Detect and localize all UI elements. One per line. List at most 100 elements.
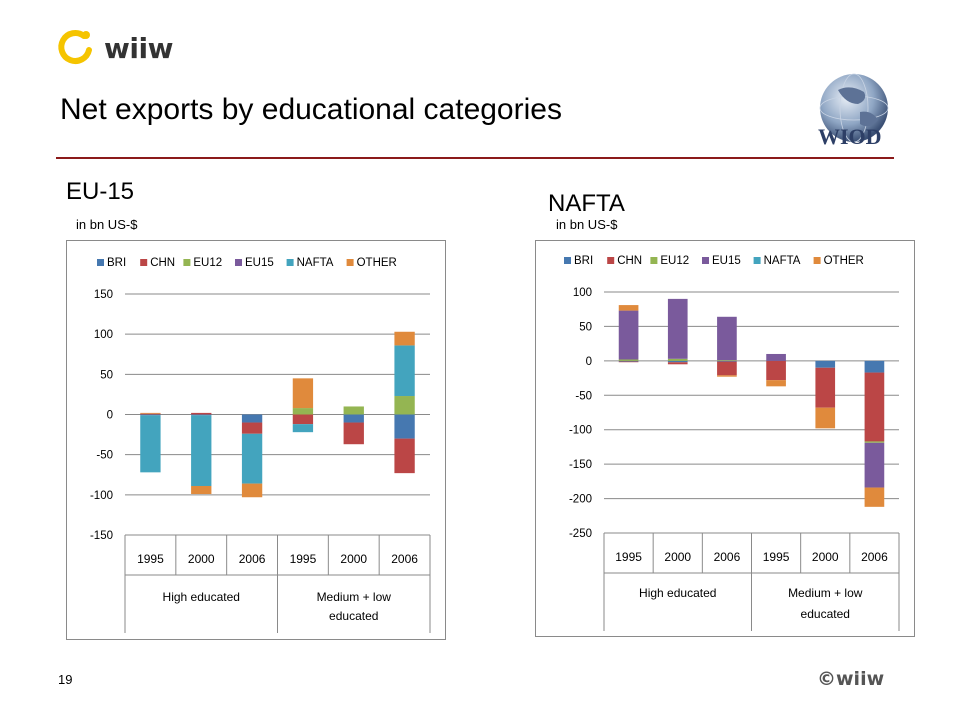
bar-chn [667, 362, 688, 365]
bar-other [717, 375, 737, 377]
legend-label: OTHER [357, 257, 397, 269]
x-tick-label: 2000 [340, 552, 367, 566]
wiod-logo-text: WIOD [818, 124, 882, 149]
bar-bri [241, 414, 263, 423]
group-label: High educated [163, 590, 240, 604]
y-tick-label: 100 [573, 287, 592, 299]
legend-label: BRI [574, 255, 593, 267]
unit-label-eu15: in bn US-$ [76, 217, 138, 232]
unit-label-nafta: in bn US-$ [556, 217, 618, 232]
legend-label: CHN [617, 255, 642, 267]
bar-other [864, 487, 885, 507]
x-tick-label: 1995 [290, 552, 317, 566]
group-label-line2: educated [801, 607, 850, 621]
y-tick-label: -250 [569, 528, 592, 540]
group-label: Medium + low [788, 586, 863, 600]
group-label-line2: educated [329, 609, 378, 623]
chart-title-eu15: EU-15 [66, 178, 135, 205]
wiiw-logo: wiiw [56, 28, 173, 68]
y-tick-label: -150 [569, 459, 592, 471]
bar-bri [343, 414, 364, 423]
x-tick-label: 2000 [812, 550, 839, 564]
bar-bri [667, 360, 688, 363]
chart-eu15: BRI CHN EU12 EU15 NAFTA OTHER 150 100 50 0 -50 -100… [66, 240, 446, 640]
group-label: Medium + low [317, 590, 392, 604]
legend-swatch [286, 259, 294, 266]
bar-other [766, 380, 786, 387]
bar-chn [292, 414, 314, 425]
bar-eu12 [717, 360, 737, 361]
y-tick-label: 50 [579, 321, 592, 333]
brand-name: wiiw [104, 31, 173, 65]
bar-eu15 [618, 310, 639, 360]
bar-eu15 [864, 442, 885, 488]
bar-bri [618, 360, 639, 362]
y-tick-label: 150 [94, 289, 113, 301]
legend-swatch [97, 259, 104, 266]
x-tick-label: 2006 [239, 552, 266, 566]
legend-swatch [650, 257, 658, 264]
bar-other [815, 407, 836, 429]
bar-other [292, 378, 314, 409]
legend-swatch [564, 257, 571, 264]
y-tick-label: -50 [575, 390, 592, 402]
bar-chn [140, 413, 161, 415]
x-tick-label: 2000 [188, 552, 215, 566]
bar-eu12 [343, 406, 364, 415]
y-tick-label: 0 [107, 410, 113, 422]
wiod-globe-logo: WIOD [818, 73, 889, 149]
bar-chn [191, 412, 212, 415]
bar-eu15 [667, 298, 688, 359]
page-number: 19 [58, 672, 73, 687]
x-tick-label: 2006 [714, 550, 741, 564]
chart-nafta-svg: BRI CHN EU12 EU15 NAFTA OTHER 100 50 0 -50 -100 -15… [564, 255, 900, 631]
legend-swatch [140, 259, 148, 266]
bar-bri [815, 360, 836, 368]
y-tick-label: -200 [569, 494, 592, 506]
y-tick-label: 50 [100, 369, 113, 381]
x-tick-label: 2000 [664, 550, 691, 564]
bar-other [394, 331, 415, 346]
y-tick-label: 0 [586, 356, 592, 368]
bar-chn [241, 422, 263, 434]
legend-swatch [235, 259, 242, 266]
y-tick-label: -50 [96, 450, 113, 462]
legend-swatch [753, 257, 761, 264]
legend-swatch [607, 257, 615, 264]
bar-nafta [394, 345, 415, 397]
legend-label: NAFTA [764, 255, 801, 267]
bar-nafta [191, 415, 212, 486]
bar-eu12 [292, 408, 314, 415]
bar-nafta [241, 433, 263, 484]
y-tick-label: -150 [90, 530, 113, 542]
x-tick-label: 1995 [615, 550, 642, 564]
bar-chn [864, 372, 885, 442]
x-tick-label: 2006 [391, 552, 418, 566]
bar-eu12 [864, 441, 885, 443]
group-label: High educated [639, 586, 716, 600]
bar-chn [394, 438, 415, 474]
bar-other [191, 485, 212, 495]
wiiw-logo-icon [58, 30, 92, 64]
bar-eu15 [717, 316, 737, 361]
x-tick-label: 2006 [861, 550, 888, 564]
bar-bri [717, 360, 737, 362]
bar-other [241, 483, 263, 498]
legend-label: OTHER [824, 255, 864, 267]
bar-other [140, 412, 161, 414]
legend-label: BRI [107, 257, 126, 269]
y-tick-label: -100 [90, 490, 113, 502]
legend-label: CHN [150, 257, 175, 269]
y-tick-label: -100 [569, 425, 592, 437]
bar-bri [191, 414, 212, 416]
bar-chn [717, 361, 737, 376]
bar-chn [618, 361, 639, 363]
bar-bri [140, 414, 161, 416]
legend-label: EU12 [193, 257, 222, 269]
footer-brand: ©wiiw [817, 668, 885, 690]
legend-swatch [702, 257, 709, 264]
legend-label: EU15 [245, 257, 274, 269]
bar-chn [343, 422, 364, 445]
bar-nafta [140, 415, 161, 473]
chart-title-nafta: NAFTA [548, 190, 625, 217]
